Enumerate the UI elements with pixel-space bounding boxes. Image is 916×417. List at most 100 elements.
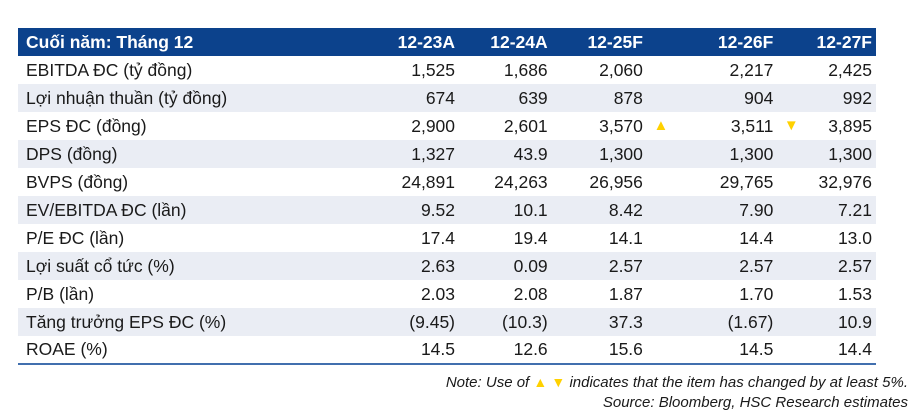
value-cell: 8.42 (551, 196, 647, 224)
value-cell: 2,900 (348, 112, 459, 140)
column-header: 12-23A (348, 28, 460, 56)
row-label: EV/EBITDA ĐC (lần) (18, 196, 349, 224)
financial-summary-table: Cuối năm: Tháng 12 12-23A 12-24A 12-25F 12-… (18, 28, 876, 365)
value-cell: 7.21 (777, 196, 876, 224)
value-cell: 24,891 (348, 168, 459, 196)
table-row: Lợi suất cổ tức (%) 2.63 0.09 2.57 2.57 2.57 (18, 252, 876, 280)
down-triangle-icon: ▼ (551, 374, 566, 390)
cell-value: 14.5 (420, 339, 456, 359)
value-cell: (1.67) (646, 308, 778, 336)
cell-value: 43.9 (513, 143, 548, 164)
value-cell: 904 (646, 84, 778, 112)
cell-value: 2.57 (608, 255, 643, 276)
cell-value: 10.9 (837, 311, 872, 332)
value-cell: 2,217 (647, 56, 777, 84)
cell-value: 1,686 (503, 59, 548, 80)
value-cell: 2,425 (777, 56, 876, 84)
row-label: EBITDA ĐC (tỷ đồng) (26, 59, 193, 80)
table-row: BVPS (đồng) 24,891 24,263 26,956 29,765 32,97… (18, 168, 876, 196)
value-cell: 1,327 (348, 140, 460, 168)
cell-value: 2,060 (599, 59, 643, 80)
cell-value: 3,895 (828, 115, 872, 136)
cell-value: 32,976 (818, 171, 872, 192)
cell-value: 1.53 (837, 283, 872, 304)
value-cell: 7.90 (646, 196, 778, 224)
cell-value: 2,900 (411, 115, 456, 136)
source-text: Source: Bloomberg, HSC Research estimate… (602, 394, 908, 411)
cell-value: 2.08 (513, 283, 548, 304)
table-title: Cuối năm: Tháng 12 (18, 28, 349, 56)
cell-value: (9.45) (409, 311, 456, 332)
row-label: Lợi suất cổ tức (%) (18, 252, 349, 280)
value-cell: 29,765 (647, 168, 777, 196)
row-label: ROAE (%) (26, 339, 108, 359)
cell-value: 14.4 (739, 227, 774, 248)
value-cell: 2,601 (459, 112, 552, 140)
cell-value: 1,300 (828, 143, 872, 164)
value-cell: 14.5 (647, 336, 777, 364)
value-cell: 1.70 (647, 280, 777, 308)
table-row: Tăng trưởng EPS ĐC (%) (9.45) (10.3) 37.3 (1… (18, 308, 876, 336)
value-cell: (10.3) (459, 308, 552, 336)
value-cell: 1,525 (348, 56, 459, 84)
cell-value: 19.4 (513, 227, 548, 248)
table-row: EPS ĐC (đồng) 2,900 2,601 3,570 ▲ 3,511 ▼ 3,895 (18, 112, 876, 140)
table-row: ROAE (%) 14.5 12.6 15.6 14.5 14.4 (18, 336, 876, 364)
value-cell: (9.45) (348, 308, 460, 336)
cell-value: 9.52 (420, 199, 456, 220)
cell-value: 2.57 (739, 255, 774, 276)
cell-value: 24,891 (401, 171, 456, 192)
row-label: P/E ĐC (lần) (26, 227, 125, 248)
cell-value: 15.6 (608, 339, 643, 359)
value-cell: 1,300 (777, 140, 876, 168)
cell-value: 26,956 (589, 171, 643, 192)
cell-value: 639 (518, 87, 548, 108)
row-label: EPS ĐC (đồng) (26, 115, 147, 136)
value-cell: 1,300 (646, 140, 778, 168)
value-cell: 9.52 (348, 196, 460, 224)
value-cell: 3,511 ▼ (647, 112, 799, 140)
value-cell: 17.4 (348, 224, 459, 252)
cell-value: 12.6 (513, 339, 548, 359)
table-row: EBITDA ĐC (tỷ đồng) 1,525 1,686 2,060 2,217 2… (18, 56, 876, 84)
cell-value: 878 (613, 87, 643, 108)
cell-value: 1.70 (739, 283, 774, 304)
value-cell: 14.5 (348, 336, 459, 364)
value-cell: 19.4 (459, 224, 552, 252)
cell-value: 8.42 (608, 199, 643, 220)
cell-value: 992 (842, 87, 872, 108)
cell-value: 14.1 (608, 227, 643, 248)
cell-value: 904 (744, 87, 774, 108)
summary-table: Cuối năm: Tháng 12 12-23A 12-24A 12-25F 12-… (18, 28, 876, 365)
value-cell: 1.53 (777, 280, 876, 308)
value-cell: 10.1 (459, 196, 552, 224)
footnote: Note: Use of ▲ ▼ indicates that the item… (446, 372, 908, 413)
cell-value: 2.63 (420, 255, 456, 276)
cell-value: 2,601 (503, 115, 548, 136)
cell-value: 7.21 (837, 199, 872, 220)
value-cell: 992 (777, 84, 876, 112)
cell-value: 2.57 (837, 255, 872, 276)
cell-value: (10.3) (501, 311, 548, 332)
cell-value: 3,570 (599, 115, 643, 136)
value-cell: 14.4 (777, 336, 876, 364)
down-triangle-icon: ▼ (783, 117, 799, 135)
table-row: DPS (đồng) 1,327 43.9 1,300 1,300 1,300 (18, 140, 876, 168)
value-cell: 24,263 (459, 168, 552, 196)
value-cell: 3,570 ▲ (552, 112, 668, 140)
up-triangle-icon: ▲ (533, 374, 548, 390)
value-cell: 3,895 (777, 112, 876, 140)
cell-value: 0.09 (513, 255, 548, 276)
note-prefix: Note: Use of (445, 374, 530, 391)
cell-value: 1,525 (411, 59, 456, 80)
table-row: P/B (lần) 2.03 2.08 1.87 1.70 1.53 (18, 280, 876, 308)
cell-value: 29,765 (719, 171, 774, 192)
value-cell: 15.6 (552, 336, 647, 364)
value-cell: 2,060 (552, 56, 647, 84)
value-cell: 2.03 (348, 280, 459, 308)
table-row: P/E ĐC (lần) 17.4 19.4 14.1 14.4 13.0 (18, 224, 876, 252)
value-cell: 12.6 (459, 336, 552, 364)
cell-value: 1.87 (608, 283, 643, 304)
value-cell: 878▲ (551, 84, 668, 112)
